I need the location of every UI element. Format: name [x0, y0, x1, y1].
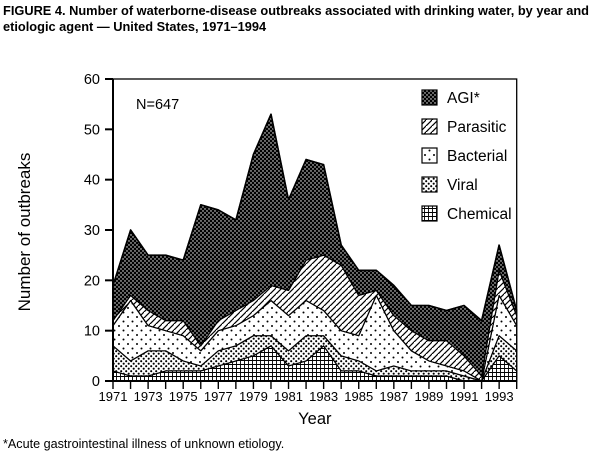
- x-tick-label-1989: 1989: [414, 389, 443, 404]
- figure-title: FIGURE 4. Number of waterborne-disease o…: [3, 3, 589, 35]
- area-bands: [112, 113, 518, 382]
- y-tick-label-10: 10: [84, 324, 100, 340]
- x-tick-label-1975: 1975: [169, 389, 198, 404]
- legend-swatch-chemical: [421, 205, 438, 222]
- y-tick-label-0: 0: [92, 374, 100, 390]
- x-tick-label-1979: 1979: [239, 389, 268, 404]
- x-tick-label-1983: 1983: [309, 389, 338, 404]
- legend-label-viral: Viral: [447, 177, 478, 194]
- legend-item-parasitic: Parasitic: [421, 118, 507, 136]
- x-tick-label-1981: 1981: [274, 389, 303, 404]
- x-tick-label-1993: 1993: [485, 389, 514, 404]
- y-tick-label-20: 20: [84, 273, 100, 289]
- x-axis-title: Year: [298, 410, 332, 428]
- axis-labels: 0 10 20 30 40 50 60 1971 1973 1975 1977 1979 1981 198…: [15, 72, 514, 428]
- y-tick-label-60: 60: [84, 72, 100, 88]
- legend-label-agi: AGI*: [447, 90, 480, 107]
- legend-swatch-agi: [421, 89, 438, 106]
- legend-label-parasitic: Parasitic: [447, 119, 507, 136]
- legend: AGI* Parasitic Bacterial Viral Chemical: [421, 89, 512, 223]
- legend-swatch-parasitic: [421, 118, 438, 135]
- n-total-annotation: N=647: [136, 97, 179, 113]
- legend-swatch-bacterial: [421, 147, 438, 164]
- legend-item-bacterial: Bacterial: [421, 147, 507, 165]
- x-tick-label-1977: 1977: [204, 389, 233, 404]
- figure-footnote: *Acute gastrointestinal illness of unkno…: [3, 437, 285, 451]
- legend-label-bacterial: Bacterial: [447, 148, 507, 165]
- y-axis-title: Number of outbreaks: [15, 153, 34, 312]
- x-tick-label-1985: 1985: [344, 389, 373, 404]
- axes: [105, 78, 518, 389]
- y-tick-label-50: 50: [84, 122, 100, 138]
- y-tick-label-30: 30: [84, 223, 100, 239]
- x-tick-label-1991: 1991: [450, 389, 479, 404]
- legend-item-agi: AGI*: [421, 89, 480, 107]
- total-envelope-line: [112, 113, 518, 322]
- legend-item-viral: Viral: [421, 176, 478, 194]
- x-tick-label-1971: 1971: [99, 389, 128, 404]
- legend-item-chemical: Chemical: [421, 205, 512, 223]
- x-tick-label-1973: 1973: [134, 389, 163, 404]
- y-tick-label-40: 40: [84, 173, 100, 189]
- legend-label-chemical: Chemical: [447, 206, 512, 223]
- legend-swatch-viral: [421, 176, 438, 193]
- x-tick-label-1987: 1987: [379, 389, 408, 404]
